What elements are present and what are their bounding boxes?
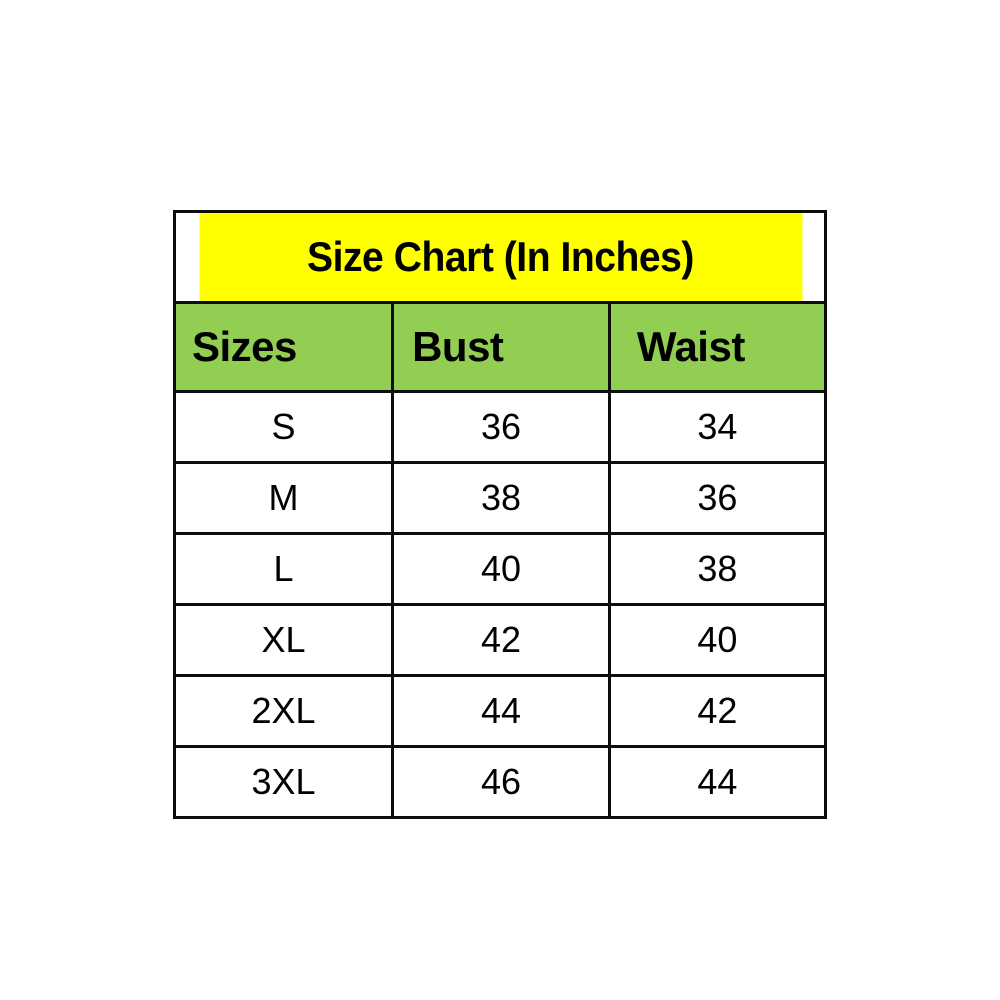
cell-bust: 44	[391, 674, 611, 748]
cell-size: 2XL	[172, 674, 395, 748]
cell-waist: 36	[607, 461, 828, 535]
cell-waist: 44	[607, 745, 828, 819]
cell-size: XL	[172, 603, 395, 677]
table-row: S 36 34	[172, 390, 828, 464]
cell-bust: 36	[391, 390, 611, 464]
size-chart-table: Size Chart (In Inches) Sizes Bust Waist …	[172, 210, 828, 819]
chart-title: Size Chart (In Inches)	[195, 210, 805, 304]
cell-size: M	[172, 461, 395, 535]
column-header-row: Sizes Bust Waist	[172, 301, 828, 393]
cell-bust: 46	[391, 745, 611, 819]
cell-size: 3XL	[172, 745, 395, 819]
title-row: Size Chart (In Inches)	[175, 210, 826, 304]
cell-bust: 42	[391, 603, 611, 677]
cell-size: S	[172, 390, 395, 464]
cell-waist: 42	[607, 674, 828, 748]
cell-size: L	[172, 532, 395, 606]
size-chart-head: Size Chart (In Inches) Sizes Bust Waist	[172, 210, 828, 393]
column-header-bust: Bust	[391, 301, 611, 393]
column-header-sizes: Sizes	[172, 301, 395, 393]
cell-waist: 34	[607, 390, 828, 464]
table-row: XL 42 40	[172, 603, 828, 677]
size-chart-body: S 36 34 M 38 36 L 40 38 XL 42 40 2XL 44	[172, 390, 828, 819]
table-row: 3XL 46 44	[172, 745, 828, 819]
cell-bust: 40	[391, 532, 611, 606]
table-row: L 40 38	[172, 532, 828, 606]
size-chart-container: Size Chart (In Inches) Sizes Bust Waist …	[172, 210, 828, 819]
cell-waist: 38	[607, 532, 828, 606]
column-header-waist: Waist	[607, 301, 828, 393]
cell-waist: 40	[607, 603, 828, 677]
table-row: M 38 36	[172, 461, 828, 535]
cell-bust: 38	[391, 461, 611, 535]
table-row: 2XL 44 42	[172, 674, 828, 748]
